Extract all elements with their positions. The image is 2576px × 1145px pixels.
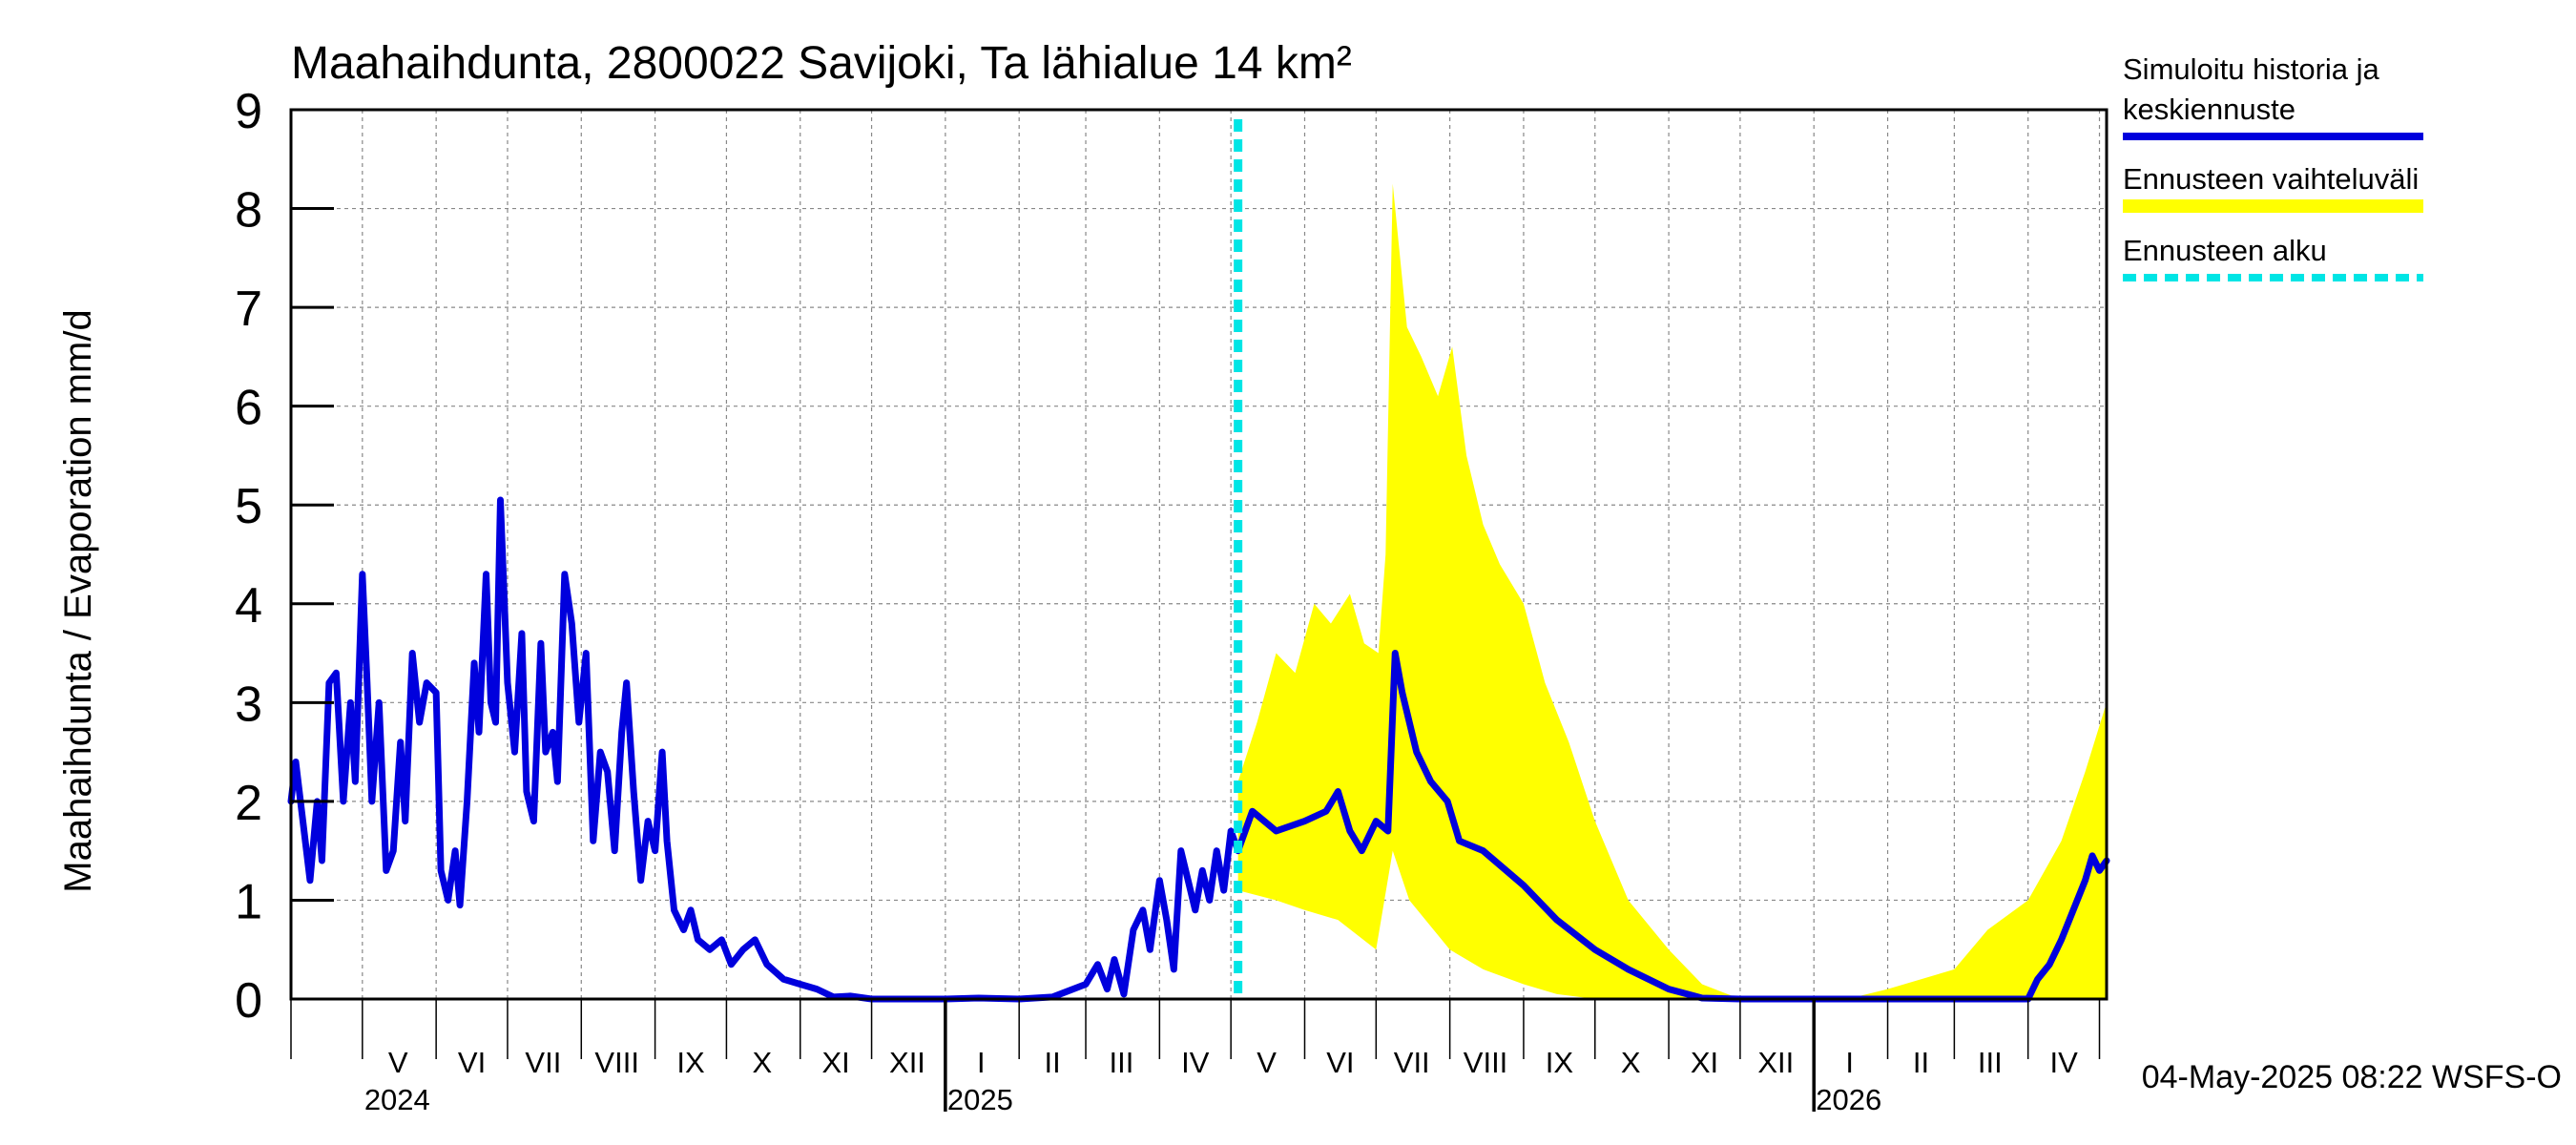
- legend-label-history-line1: Simuloitu historia ja: [2123, 52, 2380, 86]
- month-label: VIII: [594, 1046, 639, 1079]
- month-label: III: [1978, 1046, 2003, 1079]
- footer-timestamp: 04-May-2025 08:22 WSFS-O: [2142, 1059, 2562, 1095]
- month-label: X: [752, 1046, 772, 1079]
- month-label: I: [1845, 1046, 1854, 1079]
- month-label: VIII: [1464, 1046, 1508, 1079]
- month-label: VI: [458, 1046, 486, 1079]
- y-tick-label: 9: [235, 84, 262, 139]
- forecast-range-band-group: [1237, 183, 2107, 999]
- simulated-history-line: [287, 496, 2110, 1003]
- month-label: X: [1621, 1046, 1641, 1079]
- grid: [291, 110, 2107, 999]
- month-label: VI: [1326, 1046, 1354, 1079]
- month-label: VII: [525, 1046, 561, 1079]
- month-label: II: [1913, 1046, 1929, 1079]
- month-label: XII: [1757, 1046, 1794, 1079]
- month-label: IX: [1546, 1046, 1574, 1079]
- y-axis-label: Maahaihdunta / Evaporation mm/d: [57, 309, 99, 892]
- month-label: I: [977, 1046, 986, 1079]
- plot-frame: [289, 108, 2109, 1001]
- month-label: IV: [2049, 1046, 2078, 1079]
- y-tick-label: 8: [235, 183, 262, 239]
- chart-title: Maahaihdunta, 2800022 Savijoki, Ta lähia…: [291, 38, 1352, 89]
- series-line-group: [287, 496, 2110, 1003]
- legend-label-range: Ennusteen vaihteluväli: [2123, 162, 2419, 196]
- y-tick-label: 0: [235, 973, 262, 1029]
- month-label: IX: [676, 1046, 705, 1079]
- month-label: XI: [822, 1046, 850, 1079]
- month-label: XI: [1691, 1046, 1718, 1079]
- y-tick-label: 4: [235, 578, 262, 634]
- month-label: II: [1044, 1046, 1060, 1079]
- month-label: V: [1257, 1046, 1277, 1079]
- month-label: III: [1110, 1046, 1134, 1079]
- forecast-range-band: [1237, 183, 2107, 999]
- month-label: V: [388, 1046, 408, 1079]
- year-label: 2024: [364, 1083, 430, 1116]
- year-label: 2026: [1816, 1083, 1881, 1116]
- legend: Simuloitu historia ja keskiennuste Ennuste…: [2123, 52, 2423, 281]
- year-label: 2025: [947, 1083, 1013, 1116]
- month-label: IV: [1181, 1046, 1210, 1079]
- month-label: VII: [1394, 1046, 1430, 1079]
- y-tick-label: 5: [235, 479, 262, 534]
- y-tick-label: 1: [235, 874, 262, 929]
- legend-label-history-line2: keskiennuste: [2123, 93, 2296, 126]
- y-axis: 0 1 2 3 4 5 6 7 8 9: [235, 84, 334, 1029]
- y-tick-label: 6: [235, 381, 262, 436]
- month-label: XII: [889, 1046, 925, 1079]
- x-axis: V VI VII VIII IX X XI XII I II III IV V VI VII VIII IX X X…: [290, 999, 2101, 1116]
- y-tick-label: 7: [235, 281, 262, 337]
- y-tick-label: 3: [235, 677, 262, 732]
- plot-area: [287, 108, 2110, 1003]
- legend-label-forecast-start: Ennusteen alku: [2123, 234, 2327, 267]
- y-tick-label: 2: [235, 776, 262, 831]
